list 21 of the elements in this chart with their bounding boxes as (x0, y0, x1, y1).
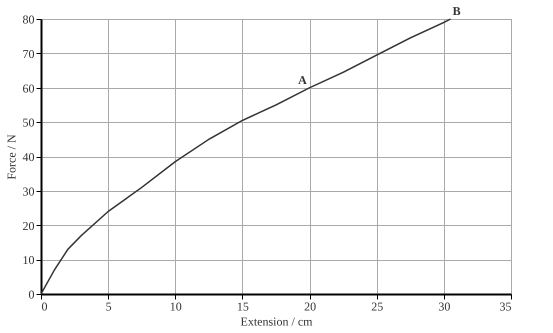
annotation: B (452, 4, 461, 18)
y-tick-label: 10 (22, 253, 34, 268)
x-tick-label: 25 (371, 300, 384, 314)
x-tick-label: 10 (170, 300, 182, 314)
x-tick-label: 35 (500, 300, 512, 314)
y-tick-label: 20 (22, 218, 34, 233)
y-tick-label: 70 (22, 46, 34, 61)
annotation: A (298, 72, 308, 87)
y-axis-title: Force / N (4, 134, 18, 180)
x-tick-label: 30 (438, 300, 450, 314)
x-tick-label: 5 (106, 300, 112, 314)
y-tick-label: 80 (22, 12, 34, 26)
y-tick-label: 30 (22, 184, 34, 198)
x-tick-label: 15 (236, 300, 249, 314)
y-tick-label: 0 (28, 288, 34, 302)
x-tick-label: 20 (304, 300, 316, 314)
x-axis-title: Extension / cm (240, 314, 314, 328)
y-tick-label: 40 (22, 150, 34, 164)
x-tick-label: 0 (42, 300, 48, 314)
y-tick-label: 50 (22, 116, 34, 130)
y-tick-label: 60 (22, 81, 34, 96)
